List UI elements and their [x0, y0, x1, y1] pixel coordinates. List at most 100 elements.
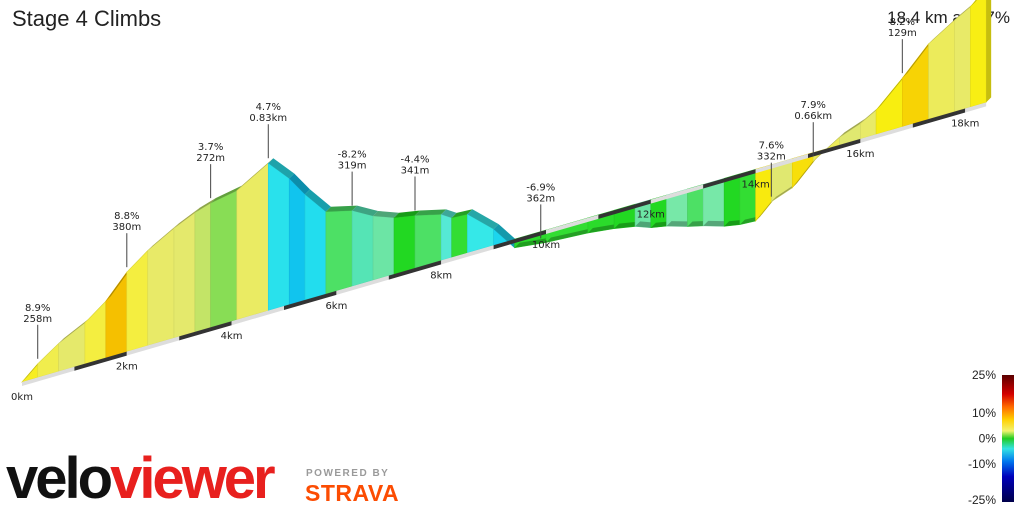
profile-top-surface: [84, 296, 111, 323]
legend-tick-label: -25%: [968, 493, 996, 507]
climb-gradient-label: 8.9%: [25, 303, 50, 314]
climb-labels: 8.9%258m8.8%380m3.7%272m4.7%0.83km-8.2%3…: [23, 17, 917, 359]
axis-band: [598, 199, 651, 219]
profile-segment: [210, 190, 238, 328]
powered-by-label: POWERED BY: [306, 468, 390, 479]
profile-top-surface: [373, 210, 400, 218]
axis-band: [650, 184, 704, 204]
profile-segment: [970, 0, 987, 108]
profile-top-surface: [236, 158, 274, 191]
climb-length-label: 341m: [401, 166, 430, 177]
climb-gradient-label: -4.4%: [400, 155, 429, 166]
climb-gradient-label: -6.9%: [526, 182, 555, 193]
profile-segment: [440, 213, 452, 261]
profile-top-surface: [792, 156, 819, 188]
profile-top-surface: [514, 237, 551, 248]
profile-segment: [755, 164, 772, 222]
climb-length-label: 272m: [196, 153, 225, 164]
profile-top-surface: [876, 73, 908, 111]
profile-top-surface: [210, 185, 242, 204]
climb-gradient-label: 3.7%: [198, 142, 223, 153]
axis-band: [126, 336, 180, 356]
axis-band: [546, 214, 599, 235]
profile-segment: [739, 168, 756, 226]
profile-top-surface: [839, 118, 866, 138]
climb-length-label: 129m: [888, 28, 917, 39]
strava-logo: STRAVA: [305, 480, 400, 506]
profile-segments: [21, 0, 992, 383]
profile-top-surface: [304, 189, 331, 212]
x-tick-label: 16km: [846, 149, 874, 160]
profile-top-surface: [546, 227, 593, 243]
climb-length-label: 0.83km: [249, 113, 287, 124]
x-tick-label: 14km: [741, 179, 769, 190]
legend-tick-label: 25%: [972, 368, 996, 382]
profile-segment: [147, 227, 175, 346]
profile-top-surface: [194, 198, 216, 213]
legend-tick-label: 0%: [979, 432, 997, 446]
legend-tick-label: 10%: [972, 406, 996, 420]
logo-viewer: viewer: [110, 446, 276, 511]
profile-top-surface: [755, 196, 777, 222]
axis-band: [179, 321, 232, 341]
axis-band: [703, 169, 756, 189]
profile-top-surface: [37, 338, 64, 364]
axis-band: [22, 366, 75, 386]
profile-top-surface: [928, 15, 960, 44]
profile-segment: [372, 215, 395, 281]
profile-segment: [105, 271, 128, 359]
x-tick-label: 18km: [951, 118, 979, 129]
profile-top-surface: [325, 205, 358, 212]
climb-gradient-label: -8.2%: [338, 150, 367, 161]
profile-segment: [173, 211, 196, 339]
climb-gradient-label: 4.7%: [256, 102, 281, 113]
profile-segment: [288, 177, 306, 305]
gradient-legend-bar: [1002, 375, 1014, 502]
x-tick-label: 0km: [11, 392, 33, 403]
profile-top-surface: [771, 182, 798, 202]
profile-segment: [194, 202, 211, 333]
climb-gradient-label: 8.2%: [890, 17, 915, 28]
profile-segment: [928, 19, 956, 120]
profile-segment: [414, 214, 442, 269]
distance-axis: 0km 2km 4km 6km 8km 10km 12km 14km 16km 18km: [11, 102, 987, 403]
profile-segment: [451, 213, 468, 258]
x-tick-label: 2km: [116, 362, 138, 373]
profile-top-surface: [451, 209, 473, 218]
climb-gradient-label: 7.9%: [801, 100, 826, 111]
profile-segment: [236, 162, 269, 321]
axis-band: [336, 275, 389, 295]
axis-band: [808, 138, 861, 159]
axis-band: [231, 306, 284, 326]
axis-band: [441, 245, 494, 265]
climb-length-label: 332m: [757, 152, 786, 163]
profile-top-surface: [954, 1, 976, 21]
axis-band: [388, 260, 442, 280]
profile-segment: [351, 210, 374, 287]
climb-length-label: 0.66km: [794, 111, 832, 122]
profile-top-surface: [147, 223, 179, 251]
axis-band: [284, 290, 337, 311]
profile-segment: [304, 193, 327, 301]
profile-top-surface: [289, 173, 310, 195]
profile-segment: [393, 215, 416, 275]
climb-gradient-label: 8.8%: [114, 211, 139, 222]
axis-band: [860, 123, 913, 143]
profile-top-surface: [441, 209, 457, 218]
axis-band: [74, 351, 127, 371]
profile-segment: [954, 6, 971, 112]
axis-band: [912, 108, 966, 128]
profile-top-surface: [587, 223, 620, 233]
x-tick-label: 10km: [532, 240, 560, 251]
profile-top-surface: [394, 210, 420, 218]
x-tick-label: 8km: [430, 270, 452, 281]
x-tick-label: 6km: [325, 301, 347, 312]
x-tick-label: 4km: [221, 331, 243, 342]
profile-top-surface: [268, 158, 295, 179]
profile-top-surface: [352, 205, 379, 216]
profile-top-surface: [173, 207, 200, 229]
profile-top-surface: [126, 245, 153, 273]
climb-length-label: 258m: [23, 314, 52, 325]
climb-length-label: 362m: [526, 193, 555, 204]
